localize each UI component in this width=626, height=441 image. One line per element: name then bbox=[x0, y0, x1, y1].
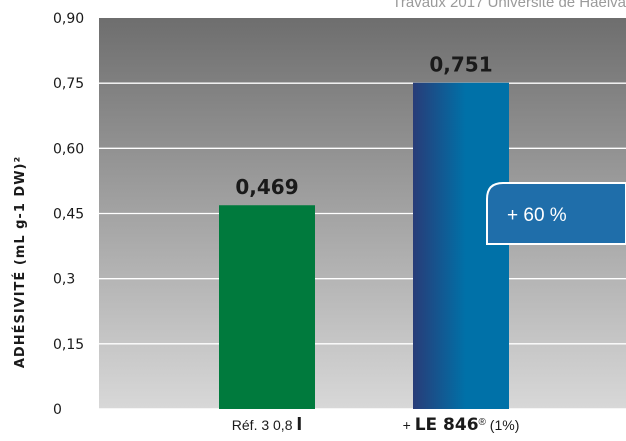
x-axis-categories: Réf. 3 0,8 l + LE 846® (1%) bbox=[232, 415, 520, 435]
y-tick-label: 0,75 bbox=[53, 76, 84, 92]
y-tick-label: 0,90 bbox=[53, 11, 84, 27]
gridlines bbox=[99, 82, 626, 410]
data-label-1: 0,469 bbox=[235, 175, 298, 199]
bar-1 bbox=[219, 205, 315, 409]
y-tick-label: 0,45 bbox=[53, 207, 84, 223]
category-label-2: + LE 846® (1%) bbox=[403, 415, 520, 435]
y-tick-label: 0,3 bbox=[53, 272, 75, 288]
y-axis: 0 0,15 0,3 0,45 0,60 0,75 0,90 bbox=[53, 11, 84, 418]
bars bbox=[219, 82, 509, 409]
badge-shape bbox=[486, 182, 626, 245]
y-tick-label: 0,60 bbox=[53, 141, 84, 157]
increase-badge: + 60 % bbox=[486, 182, 626, 245]
source-note: Travaux 2017 Université de Haelva bbox=[392, 0, 626, 11]
category-label-1: Réf. 3 0,8 l bbox=[232, 415, 302, 435]
data-labels: 0,469 0,751 bbox=[235, 53, 492, 200]
bar-2 bbox=[413, 82, 509, 409]
y-tick-label: 0 bbox=[53, 402, 62, 418]
y-axis-label: ADHÉSIVITÉ (mL g-1 DW)² bbox=[12, 156, 28, 368]
badge-text: + 60 % bbox=[507, 205, 567, 226]
data-label-2: 0,751 bbox=[429, 53, 492, 77]
y-tick-label: 0,15 bbox=[53, 337, 84, 353]
